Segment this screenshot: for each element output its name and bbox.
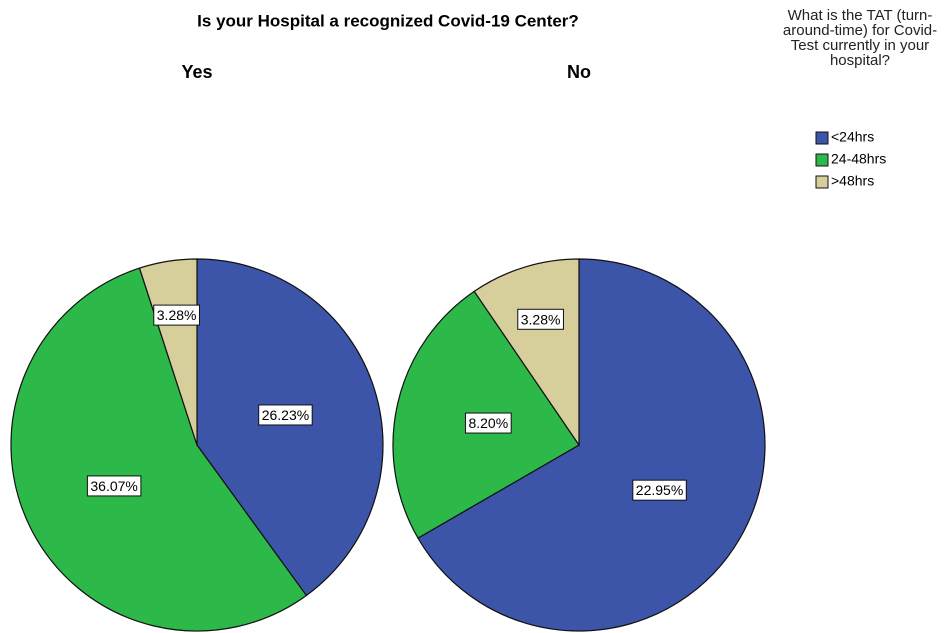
data-label-group: 22.95%	[632, 479, 687, 501]
pie-slice	[196, 258, 384, 597]
data-label-box	[153, 304, 200, 326]
panel-title: No	[567, 62, 591, 82]
data-label-group: 3.28%	[517, 308, 564, 330]
legend-swatch	[815, 131, 829, 145]
data-label: 22.95%	[636, 482, 683, 498]
pie-slice	[417, 258, 766, 632]
data-label: 36.07%	[90, 478, 137, 494]
panel-title: Yes	[181, 62, 212, 82]
data-label-group: 26.23%	[258, 404, 313, 426]
data-label-box	[632, 479, 687, 501]
legend-title: What is the TAT (turn-around-time) for C…	[782, 7, 938, 69]
data-label: 8.20%	[468, 415, 508, 431]
data-label-group: 36.07%	[86, 475, 142, 497]
data-label-group: 3.28%	[153, 304, 200, 326]
legend-label: >48hrs	[831, 173, 874, 189]
data-label: 26.23%	[262, 407, 309, 423]
legend-label: <24hrs	[831, 129, 874, 145]
chart-title: Is your Hospital a recognized Covid-19 C…	[197, 11, 579, 30]
data-label-box	[86, 475, 142, 497]
data-label-box	[464, 412, 512, 434]
legend-swatch	[815, 175, 829, 189]
data-label-box	[258, 404, 313, 426]
data-label-group: 8.20%	[464, 412, 512, 434]
data-label: 3.28%	[521, 311, 561, 327]
pie-slice	[10, 267, 308, 632]
legend-label: 24-48hrs	[831, 151, 886, 167]
data-label: 3.28%	[157, 307, 197, 323]
data-label-box	[517, 308, 564, 330]
legend-swatch	[815, 153, 829, 167]
pie-slice	[473, 258, 580, 447]
